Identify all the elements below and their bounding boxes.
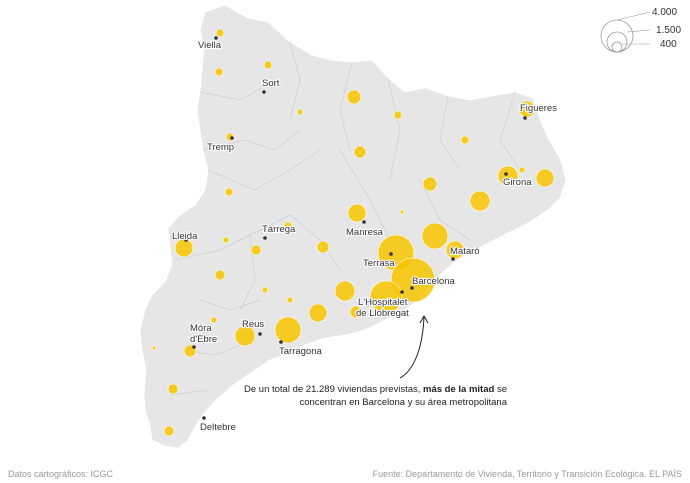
city-dot-terrasa [389,252,393,256]
comarca-borders [169,41,521,396]
housing-bubble-38 [163,425,175,437]
legend-line-4000 [616,11,651,21]
city-label-deltebre: Deltebre [200,422,236,433]
housing-bubble-27 [308,303,328,323]
housing-bubble-10 [518,166,526,174]
footer-source: Fuente: Departamento de Vivienda, Territ… [372,469,682,479]
city-dot-mora [192,345,196,349]
city-dot-barcelona [410,286,414,290]
housing-bubble-9 [460,135,470,145]
annotation-end: se [494,384,507,395]
housing-bubble-23 [250,244,262,256]
housing-bubble-41 [151,345,157,351]
housing-bubble-3 [263,60,273,70]
city-dot-deltebre [202,416,206,420]
city-label-hospitalet: L'Hospitalet de Llobregat [356,297,409,319]
city-labels: Viella Sort Tremp Figueres Girona Lleida Tàrre… [171,39,558,434]
city-dot-reus [258,332,262,336]
legend-label-400: 400 [660,39,677,50]
annotation-bold: más de la mitad [423,384,494,395]
housing-bubble-25 [261,286,269,294]
housing-bubble-32 [349,305,363,319]
city-label-tarragona: Tarragona [279,346,322,357]
city-label-reus: Reus [242,319,264,330]
city-label-viella: Viella [198,40,222,51]
housing-bubble-16 [399,209,405,215]
city-label-tarrega: Tàrrega [262,224,296,235]
city-dot-girona [504,172,508,176]
housing-bubble-35 [210,316,218,324]
city-dot-figueres [523,116,527,120]
housing-bubble-20 [316,240,330,254]
city-label-girona: Girona [503,177,532,188]
housing-bubble-6 [353,145,367,159]
housing-bubble-7 [393,110,403,120]
legend-label-1500: 1.500 [656,25,681,36]
city-dots [184,36,527,420]
annotation-line-1: De un total de 21.289 viviendas prevista… [244,384,507,395]
housing-bubble-17 [421,222,449,250]
housing-bubble-28 [334,280,356,302]
city-dot-viella [214,36,218,40]
housing-bubble-22 [222,236,230,244]
city-label-sort: Sort [262,78,280,89]
city-label-figueres: Figueres [520,103,557,114]
legend-label-4000: 4.000 [652,7,677,18]
annotation-arrowhead [419,314,429,324]
housing-bubble-37 [167,383,179,395]
city-dot-mataro [451,257,455,261]
housing-bubble-31 [369,280,403,314]
housing-bubble-8 [518,100,536,118]
city-label-barcelona: Barcelona [412,276,455,287]
housing-bubble-34 [274,316,302,344]
housing-bubble-26 [286,296,294,304]
housing-bubble-21 [174,238,194,258]
city-dot-sort [262,90,266,94]
city-dot-tarragona [279,340,283,344]
annotation-normal: De un total de 21.289 viviendas prevista… [244,384,423,395]
housing-bubble-14 [469,190,491,212]
city-label-tremp: Tremp [207,142,234,153]
footer-credits: Datos cartográficos: ICGC [8,469,114,479]
city-dot-tarrega [263,236,267,240]
housing-bubble-39 [224,187,234,197]
housing-bubble-15 [347,203,367,223]
city-label-manresa: Manresa [346,227,384,238]
annotation: De un total de 21.289 viviendas prevista… [244,314,508,408]
legend-circle-4000 [600,19,634,53]
city-dot-lleida [184,238,188,242]
housing-bubble-2 [214,67,224,77]
city-label-lleida: Lleida [172,231,198,242]
housing-bubble-5 [346,89,362,105]
housing-bubble-12 [535,168,555,188]
city-dot-manresa [362,220,366,224]
city-label-terrasa: Terrasa [363,258,395,269]
city-dot-tremp [230,136,234,140]
housing-bubble-13 [422,176,438,192]
housing-bubble-19 [283,221,293,231]
city-label-mora: Móra d'Ebre [190,323,217,345]
housing-bubble-33 [234,325,256,347]
legend-line-1500 [626,29,651,33]
city-dot-hospitalet [400,290,404,294]
housing-bubble-11 [497,165,519,187]
annotation-arrow [399,315,425,379]
annotation-line-2: concentran en Barcelona y su área metrop… [299,397,507,408]
housing-bubble-24 [214,269,226,281]
housing-bubble-18 [445,240,465,260]
city-label-mataro: Mataró [450,246,480,257]
legend-circle-400 [611,41,623,53]
size-legend: 4.000 1.500 400 [600,7,681,53]
housing-bubble-1 [215,28,225,38]
housing-bubble-4 [296,108,304,116]
